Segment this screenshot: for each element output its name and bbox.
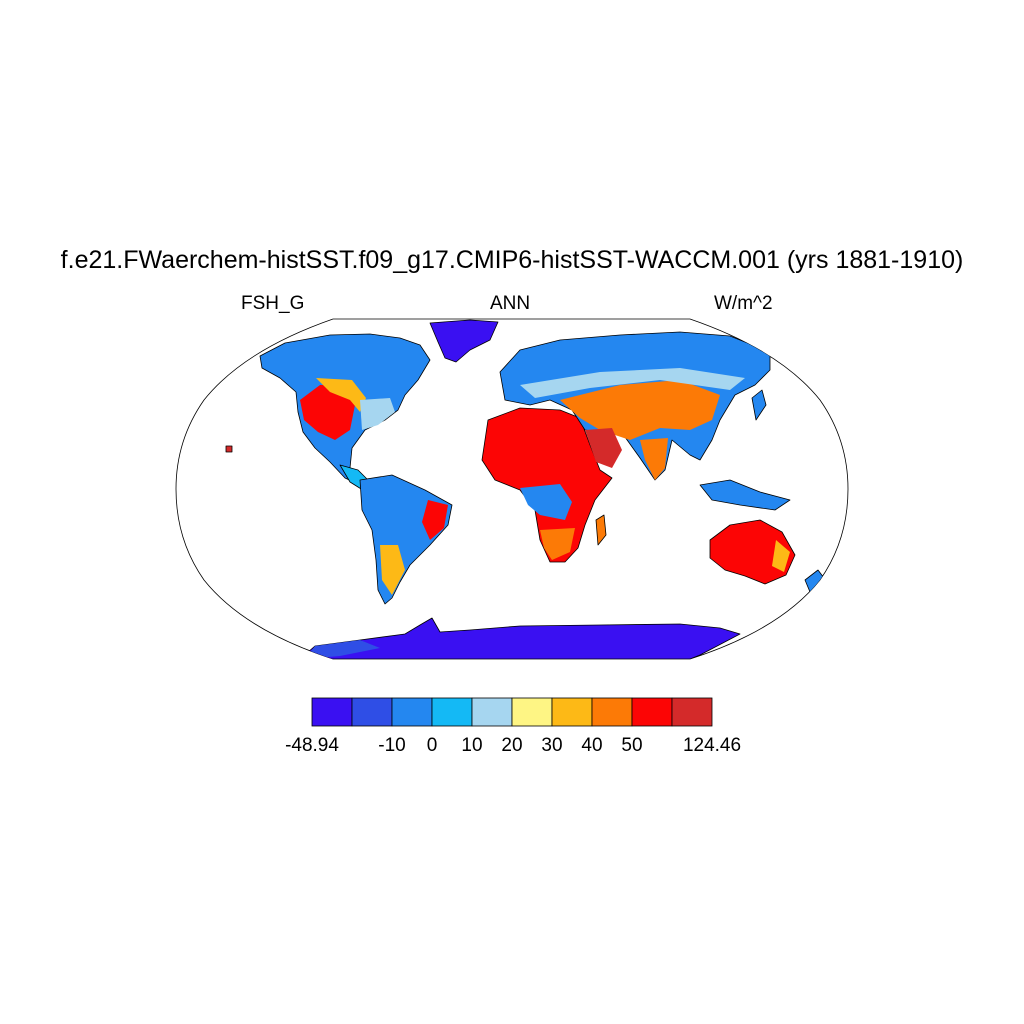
plot-title: f.e21.FWaerchem-histSST.f09_g17.CMIP6-hi…	[60, 246, 964, 274]
variable-name: FSH_G	[241, 293, 305, 314]
colorbar-swatch	[391, 697, 433, 727]
colorbar-label: -48.94	[285, 735, 339, 756]
australia-coast	[772, 540, 790, 572]
madagascar	[595, 514, 607, 546]
colorbar-swatch	[351, 697, 393, 727]
north-america-hot	[300, 385, 355, 440]
antarctica	[299, 617, 741, 659]
greenland	[429, 319, 499, 363]
season-label: ANN	[490, 293, 531, 314]
hawaii	[225, 445, 233, 453]
patagonia-warm	[380, 545, 405, 595]
north-america-warm	[316, 378, 366, 412]
arabia-hot	[585, 428, 622, 468]
colorbar-swatch	[511, 697, 553, 727]
africa-south-warm	[540, 528, 575, 560]
colorbar-label: -10	[378, 735, 406, 756]
colorbar-label: 30	[541, 735, 563, 756]
colorbar-swatch	[631, 697, 673, 727]
colorbar-swatch	[551, 697, 593, 727]
africa-central	[520, 484, 572, 520]
colorbar-swatch	[311, 697, 353, 727]
colorbar-label: 20	[501, 735, 523, 756]
eurasia-band	[520, 368, 745, 398]
india	[640, 438, 668, 480]
antarctica-coast	[305, 640, 380, 659]
eastern-us	[360, 398, 395, 430]
australia	[709, 519, 796, 585]
colorbar-swatch	[471, 697, 513, 727]
colorbar-label: 124.46	[682, 735, 742, 756]
brazil-hot	[422, 500, 448, 540]
units-label: W/m^2	[714, 293, 773, 314]
colorbar-swatch	[431, 697, 473, 727]
japan	[751, 389, 767, 421]
colorbar-swatch	[671, 697, 713, 727]
asia-desert	[560, 380, 720, 440]
colorbar-label: 50	[621, 735, 643, 756]
maritime-asia	[699, 479, 791, 511]
colorbar-swatch	[591, 697, 633, 727]
colorbar-label: 10	[461, 735, 483, 756]
colorbar-label: 0	[426, 735, 438, 756]
colorbar-label: 40	[581, 735, 603, 756]
